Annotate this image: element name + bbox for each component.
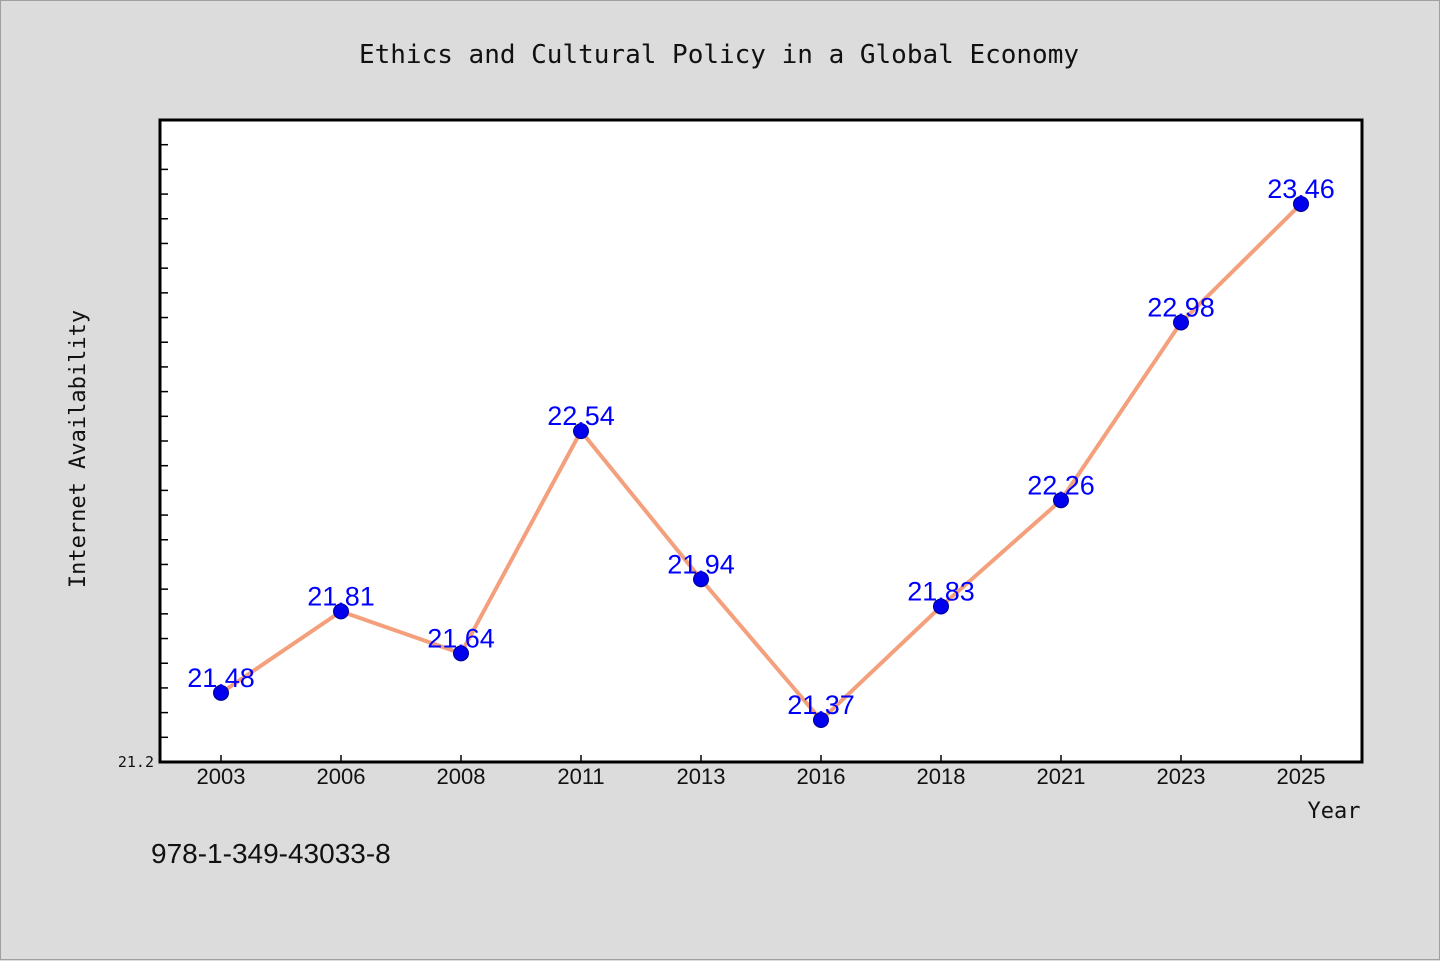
data-label: 22.54: [547, 401, 615, 431]
data-label: 21.64: [427, 623, 495, 653]
y-axis-label: Internet Availability: [66, 310, 91, 588]
x-axis-ticks: 2003 2006 2008 2011 2013 2016 2018 2021 2023 2025: [197, 755, 1326, 789]
data-point-marker: [213, 684, 229, 701]
y-axis-ticks: 21.2: [118, 143, 168, 771]
data-label: 21.94: [667, 549, 735, 579]
data-series: 21.48 21.81 21.64 22.54 21.94 21.37 21.83 22.26…: [187, 174, 1335, 729]
x-axis-label: Year: [1308, 799, 1361, 824]
data-label: 21.48: [187, 663, 255, 693]
data-point-marker: [453, 645, 469, 662]
x-tick-label: 2003: [197, 764, 246, 789]
data-point-marker: [333, 603, 349, 620]
y-tick-label: 21.2: [118, 753, 154, 771]
data-point-marker: [933, 598, 949, 615]
data-label: 22.98: [1147, 292, 1215, 322]
x-tick-label: 2008: [437, 764, 486, 789]
plot-area: [158, 118, 1364, 764]
data-label: 21.83: [907, 576, 975, 606]
data-label: 21.37: [787, 690, 855, 720]
x-tick-label: 2025: [1277, 764, 1326, 789]
x-tick-label: 2016: [797, 764, 846, 789]
x-tick-label: 2023: [1157, 764, 1206, 789]
x-tick-label: 2021: [1037, 764, 1086, 789]
x-tick-label: 2006: [317, 764, 366, 789]
data-point-marker: [1053, 492, 1069, 509]
x-tick-label: 2018: [917, 764, 966, 789]
series-line: [219, 201, 1303, 723]
chart-title: Ethics and Cultural Policy in a Global E…: [359, 40, 1079, 70]
data-label: 21.81: [307, 581, 375, 611]
data-point-marker: [813, 712, 829, 729]
x-tick-label: 2013: [677, 764, 726, 789]
isbn-footer: 978-1-349-43033-8: [151, 838, 391, 869]
data-label: 22.26: [1027, 470, 1095, 500]
data-point-marker: [1293, 195, 1309, 212]
data-point-marker: [573, 423, 589, 440]
x-tick-label: 2011: [557, 764, 604, 789]
data-point-marker: [1173, 314, 1189, 331]
data-point-marker: [693, 571, 709, 588]
data-label: 23.46: [1267, 174, 1335, 204]
